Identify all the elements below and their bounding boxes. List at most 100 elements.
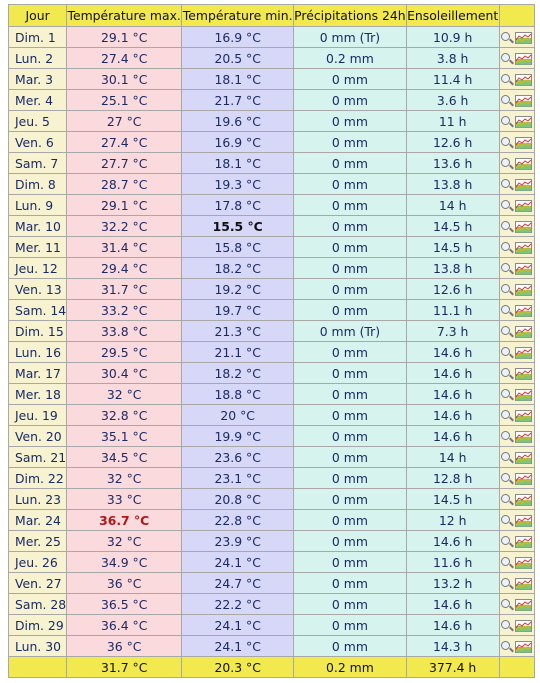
magnifier-icon[interactable] <box>501 619 514 633</box>
row-icons-cell <box>498 131 535 153</box>
magnifier-icon[interactable] <box>501 556 514 570</box>
chart-thumbnail-icon[interactable] <box>515 620 533 632</box>
sun-cell-value: 11.6 h <box>432 554 473 570</box>
chart-thumbnail-icon[interactable] <box>515 641 533 653</box>
magnifier-icon[interactable] <box>501 577 514 591</box>
chart-thumbnail-icon[interactable] <box>515 557 533 569</box>
magnifier-icon[interactable] <box>501 598 514 612</box>
precip-cell-value: 0 mm <box>331 407 368 423</box>
magnifier-icon[interactable] <box>501 514 514 528</box>
chart-thumbnail-icon[interactable] <box>515 536 533 548</box>
chart-thumbnail-icon[interactable] <box>515 599 533 611</box>
day-cell: Dim. 29 <box>7 614 68 636</box>
day-cell: Lun. 16 <box>7 341 68 363</box>
chart-thumbnail-icon[interactable] <box>515 326 533 338</box>
chart-thumbnail-icon[interactable] <box>515 347 533 359</box>
precip-cell-value: 0 mm <box>331 134 368 150</box>
tmax-cell-value: 32.2 °C <box>100 218 148 234</box>
day-cell: Mar. 24 <box>7 509 68 531</box>
chart-thumbnail-icon[interactable] <box>515 200 533 212</box>
magnifier-icon[interactable] <box>501 73 514 87</box>
chart-thumbnail-icon[interactable] <box>515 242 533 254</box>
chart-thumbnail-icon[interactable] <box>515 263 533 275</box>
day-cell: Lun. 30 <box>7 635 68 657</box>
chart-thumbnail-icon[interactable] <box>515 515 533 527</box>
chart-thumbnail-icon[interactable] <box>515 32 533 44</box>
chart-thumbnail-icon[interactable] <box>515 452 533 464</box>
tmax-cell-value: 35.1 °C <box>100 428 148 444</box>
magnifier-icon[interactable] <box>501 52 514 66</box>
sun-cell-value: 13.8 h <box>432 260 473 276</box>
magnifier-icon[interactable] <box>501 430 514 444</box>
day-cell: Mar. 10 <box>7 215 68 237</box>
table-row: Mer. 4 25.1 °C 21.7 °C 0 mm 3.6 h <box>7 89 535 111</box>
magnifier-icon[interactable] <box>501 178 514 192</box>
chart-thumbnail-icon[interactable] <box>515 494 533 506</box>
magnifier-icon[interactable] <box>501 346 514 360</box>
magnifier-icon[interactable] <box>501 199 514 213</box>
magnifier-icon[interactable] <box>501 535 514 549</box>
magnifier-icon[interactable] <box>501 157 514 171</box>
chart-thumbnail-icon[interactable] <box>515 389 533 401</box>
day-cell: Dim. 15 <box>7 320 68 342</box>
sun-cell-value: 14.6 h <box>432 386 473 402</box>
tmin-cell: 23.6 °C <box>181 446 295 468</box>
magnifier-icon[interactable] <box>501 409 514 423</box>
magnifier-icon[interactable] <box>501 325 514 339</box>
magnifier-icon[interactable] <box>501 283 514 297</box>
tmin-cell-value: 23.9 °C <box>214 533 261 549</box>
row-icons-cell <box>498 110 535 132</box>
tmax-cell-value: 27.4 °C <box>100 50 148 66</box>
tmax-cell: 36.5 °C <box>66 593 183 615</box>
magnifier-icon[interactable] <box>501 451 514 465</box>
chart-thumbnail-icon[interactable] <box>515 473 533 485</box>
chart-thumbnail-icon[interactable] <box>515 305 533 317</box>
chart-thumbnail-icon[interactable] <box>515 53 533 65</box>
precip-cell: 0 mm <box>293 425 407 447</box>
table-row: Dim. 29 36.4 °C 24.1 °C 0 mm 14.6 h <box>7 614 535 636</box>
day-cell: Mer. 4 <box>7 89 68 111</box>
chart-thumbnail-icon[interactable] <box>515 410 533 422</box>
chart-thumbnail-icon[interactable] <box>515 158 533 170</box>
day-cell-value: Lun. 16 <box>15 344 62 360</box>
chart-thumbnail-icon[interactable] <box>515 179 533 191</box>
magnifier-icon[interactable] <box>501 262 514 276</box>
magnifier-icon[interactable] <box>501 94 514 108</box>
tmax-cell-value: 27.7 °C <box>100 155 148 171</box>
tmax-cell: 35.1 °C <box>66 425 183 447</box>
table-row: Jeu. 26 34.9 °C 24.1 °C 0 mm 11.6 h <box>7 551 535 573</box>
magnifier-icon[interactable] <box>501 493 514 507</box>
precip-cell: 0 mm <box>293 488 407 510</box>
chart-thumbnail-icon[interactable] <box>515 95 533 107</box>
sun-cell: 11.6 h <box>405 551 500 573</box>
magnifier-icon[interactable] <box>501 304 514 318</box>
chart-thumbnail-icon[interactable] <box>515 368 533 380</box>
magnifier-icon[interactable] <box>501 388 514 402</box>
magnifier-icon[interactable] <box>501 220 514 234</box>
chart-thumbnail-icon[interactable] <box>515 284 533 296</box>
table-row: Dim. 8 28.7 °C 19.3 °C 0 mm 13.8 h <box>7 173 535 195</box>
day-cell: Mar. 3 <box>7 68 68 90</box>
magnifier-icon[interactable] <box>501 115 514 129</box>
magnifier-icon[interactable] <box>501 472 514 486</box>
magnifier-icon[interactable] <box>501 136 514 150</box>
chart-thumbnail-icon[interactable] <box>515 116 533 128</box>
chart-thumbnail-icon[interactable] <box>515 74 533 86</box>
header-tmin: Température min. <box>181 4 295 27</box>
tmin-cell-value: 18.2 °C <box>214 260 261 276</box>
precip-cell: 0 mm <box>293 299 407 321</box>
magnifier-icon[interactable] <box>501 31 514 45</box>
tmax-cell: 25.1 °C <box>66 89 183 111</box>
chart-thumbnail-icon[interactable] <box>515 221 533 233</box>
magnifier-icon[interactable] <box>501 241 514 255</box>
precip-cell: 0.2 mm <box>293 47 407 69</box>
chart-thumbnail-icon[interactable] <box>515 431 533 443</box>
magnifier-icon[interactable] <box>501 640 514 654</box>
table-row: Dim. 22 32 °C 23.1 °C 0 mm 12.8 h <box>7 467 535 489</box>
tmin-cell: 24.7 °C <box>181 572 295 594</box>
precip-cell-value: 0 mm <box>331 239 368 255</box>
chart-thumbnail-icon[interactable] <box>515 578 533 590</box>
chart-thumbnail-icon[interactable] <box>515 137 533 149</box>
magnifier-icon[interactable] <box>501 367 514 381</box>
day-cell-value: Mer. 25 <box>15 533 61 549</box>
